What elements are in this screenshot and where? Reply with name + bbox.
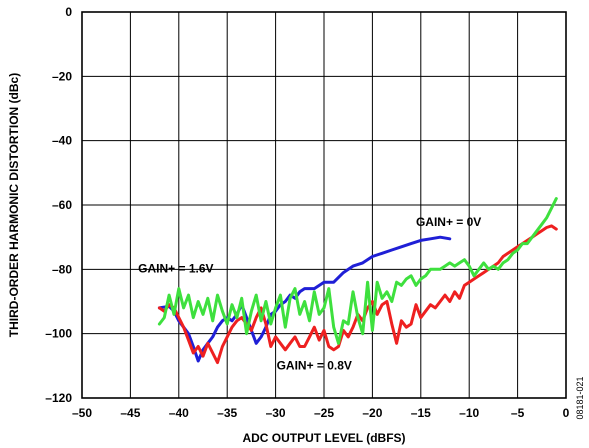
y-axis-label: THIRD-ORDER HARMONIC DISTORTION (dBc) xyxy=(7,73,21,337)
y-tick-label: –60 xyxy=(52,198,72,212)
x-tick-label: –20 xyxy=(362,406,382,420)
series-line-gain-0-8v xyxy=(157,224,558,365)
x-tick-label: 0 xyxy=(563,406,570,420)
x-tick-label: –50 xyxy=(72,406,92,420)
x-tick-label: –5 xyxy=(511,406,525,420)
y-tick-label: 0 xyxy=(65,5,72,19)
series-annotation: GAIN+ = 0.8V xyxy=(277,359,352,373)
y-tick-label: –100 xyxy=(45,327,72,341)
y-tick-label: –40 xyxy=(52,134,72,148)
x-tick-label: –45 xyxy=(120,406,140,420)
series-annotation: GAIN+ = 1.6V xyxy=(138,262,213,276)
y-tick-label: –80 xyxy=(52,262,72,276)
series-line-gain-1-6v xyxy=(157,197,558,345)
x-tick-label: –30 xyxy=(266,406,286,420)
annotations: GAIN+ = 0V GAIN+ = 1.6V GAIN+ = 0.8V xyxy=(138,215,481,373)
grid xyxy=(81,11,567,399)
y-tick-label: –120 xyxy=(45,391,72,405)
figure-code: 08181-021 xyxy=(575,376,585,419)
x-tick-label: –15 xyxy=(411,406,431,420)
x-tick-label: –10 xyxy=(459,406,479,420)
x-axis-label: ADC OUTPUT LEVEL (dBFS) xyxy=(242,431,405,445)
y-tick-labels: 0 –20 –40 –60 –80 –100 –120 xyxy=(45,5,72,405)
x-tick-label: –35 xyxy=(217,406,237,420)
plot-frame xyxy=(81,11,567,399)
x-tick-labels: –50 –45 –40 –35 –30 –25 –20 –15 –10 –5 0 xyxy=(72,406,570,420)
x-tick-label: –25 xyxy=(314,406,334,420)
series-annotation: GAIN+ = 0V xyxy=(416,215,481,229)
y-tick-label: –20 xyxy=(52,69,72,83)
series-lines xyxy=(157,197,558,365)
series-line-gain-0v xyxy=(157,235,452,363)
x-tick-label: –40 xyxy=(169,406,189,420)
